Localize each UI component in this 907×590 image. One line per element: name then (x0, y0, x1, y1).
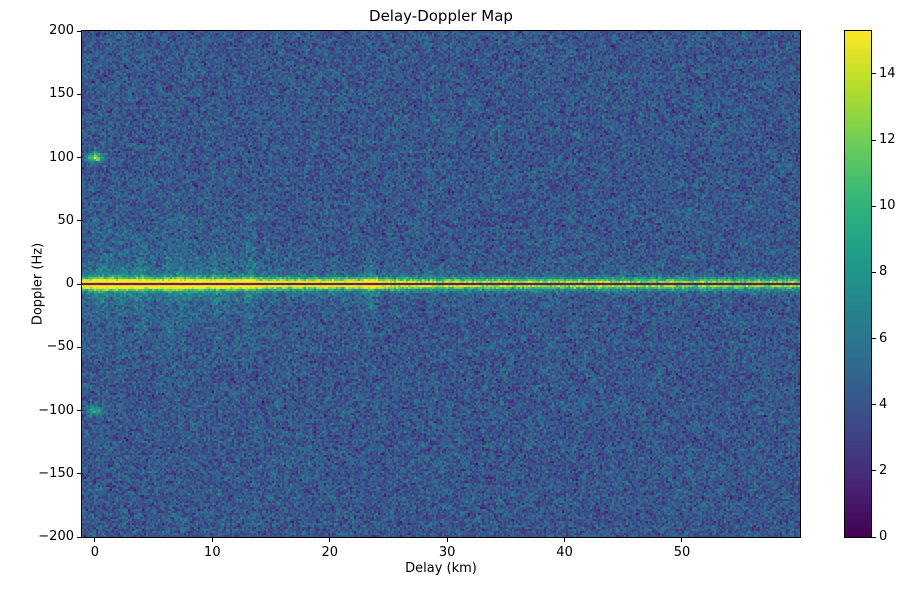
y-tick-label: 0 (65, 276, 74, 291)
x-tick-label: 50 (673, 545, 691, 560)
colorbar-tick-mark (872, 139, 876, 141)
colorbar-tick-mark (872, 536, 876, 538)
x-tick-label: 0 (90, 545, 100, 560)
colorbar-tick-mark (872, 404, 876, 406)
y-tick-label: −150 (38, 465, 74, 481)
y-tick-label: −100 (38, 402, 74, 418)
x-tick-mark (681, 538, 683, 542)
colorbar-tick-label: 14 (879, 65, 896, 81)
chart-title: Delay-Doppler Map (369, 7, 513, 25)
plot-area (81, 30, 801, 538)
y-tick-mark (77, 346, 81, 348)
colorbar-canvas (845, 31, 871, 537)
y-tick-mark (77, 536, 81, 538)
y-tick-mark (77, 410, 81, 411)
x-tick-label: 20 (321, 545, 338, 560)
y-tick-mark (77, 30, 81, 32)
colorbar-tick-label: 6 (879, 330, 888, 346)
y-tick-mark (77, 473, 81, 475)
x-tick-mark (564, 538, 566, 542)
colorbar-tick-mark (872, 470, 876, 472)
y-tick-mark (77, 93, 81, 95)
y-tick-label: −200 (38, 529, 74, 544)
y-tick-mark (77, 157, 81, 158)
x-tick-mark (446, 538, 448, 542)
y-tick-label: 100 (49, 149, 74, 165)
colorbar-tick-label: 0 (879, 529, 888, 544)
colorbar-tick-label: 2 (879, 462, 888, 478)
heatmap-canvas (82, 31, 800, 537)
y-tick-mark (77, 220, 81, 222)
colorbar-tick-label: 8 (879, 264, 888, 280)
x-tick-mark (94, 538, 96, 542)
x-axis-label: Delay (km) (405, 561, 477, 576)
colorbar-tick-label: 4 (879, 396, 888, 412)
colorbar-tick-label: 12 (879, 132, 896, 148)
colorbar-tick-mark (872, 73, 876, 75)
y-tick-label: 50 (57, 212, 74, 228)
y-tick-mark (77, 283, 81, 285)
colorbar (844, 30, 872, 538)
colorbar-tick-label: 10 (879, 198, 896, 214)
y-tick-label: 200 (49, 23, 74, 38)
x-tick-mark (211, 538, 213, 542)
x-tick-label: 40 (556, 545, 573, 560)
x-tick-label: 30 (438, 545, 456, 560)
y-tick-label: 150 (49, 86, 74, 102)
colorbar-tick-mark (872, 271, 876, 273)
y-tick-label: −50 (46, 339, 74, 355)
colorbar-tick-mark (872, 338, 876, 340)
x-tick-mark (329, 538, 331, 542)
colorbar-tick-mark (872, 205, 876, 207)
x-tick-label: 10 (204, 545, 221, 560)
